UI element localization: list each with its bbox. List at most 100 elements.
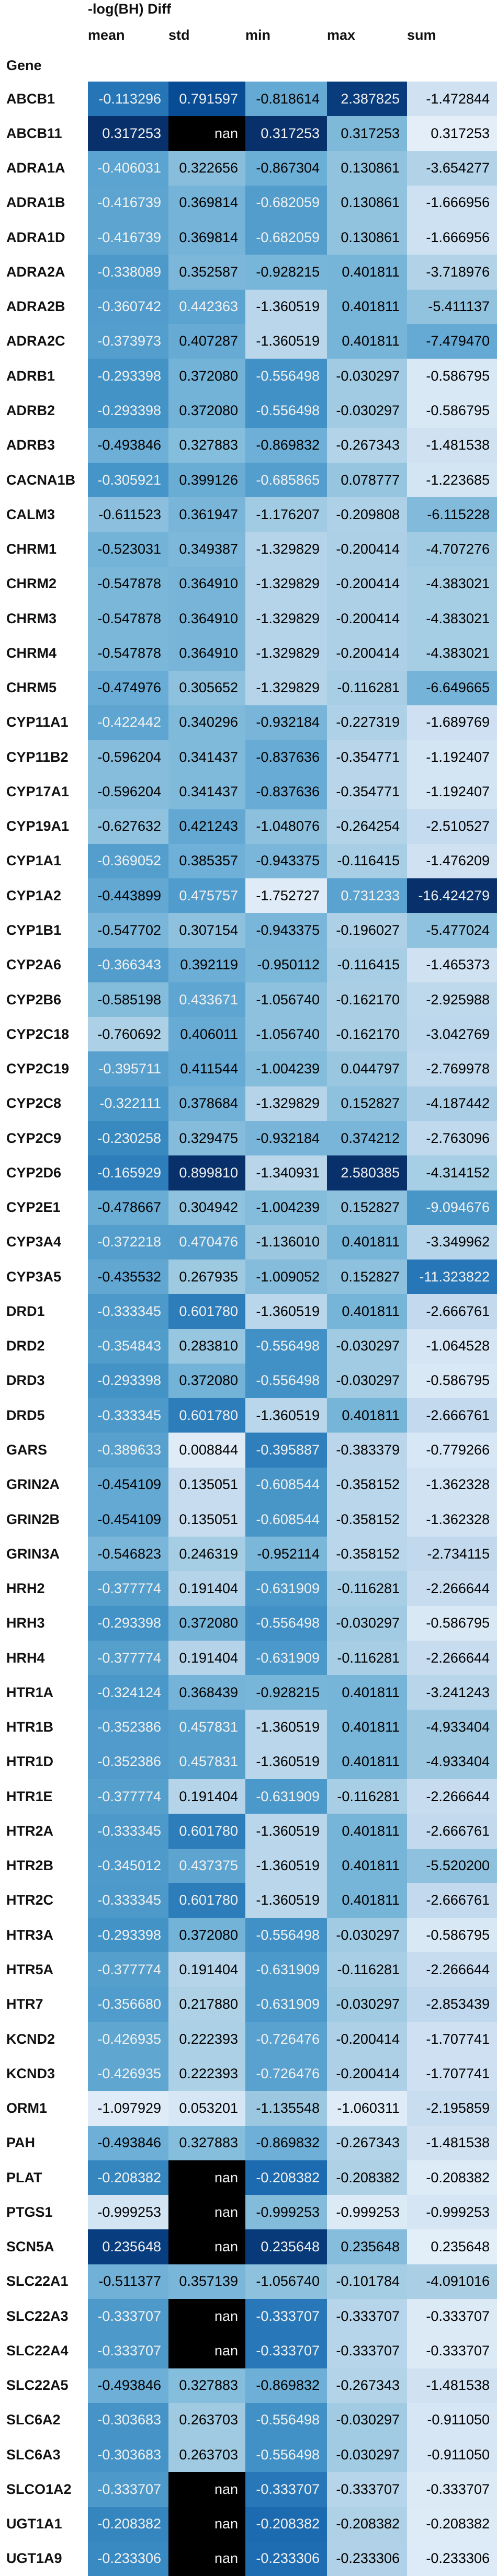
- gene-label: CYP2E1: [6, 1199, 61, 1216]
- table-row: HTR1D -0.352386 0.457831 -1.360519 0.401811-…: [0, 1744, 497, 1780]
- cell-sum: -0.233306: [407, 2541, 497, 2576]
- cell-std: 0.191404: [168, 1952, 245, 1987]
- cell-mean: -0.305921: [88, 462, 168, 498]
- cell-std: 0.791597: [168, 82, 245, 117]
- cell-sum: -1.666956: [407, 220, 497, 255]
- table-row: HTR2A -0.333345 0.601780 -1.360519 0.401811-…: [0, 1814, 497, 1849]
- gene-label: ABCB11: [6, 125, 62, 141]
- cell-sum: -0.779266: [407, 1433, 497, 1468]
- cell-max: 0.130861: [327, 151, 407, 186]
- table-row: GRIN2B -0.454109 0.135051 -0.608544 -0.35815…: [0, 1502, 497, 1537]
- cell-max: -0.116281: [327, 1640, 407, 1676]
- gene-label: CYP2D6: [6, 1164, 62, 1181]
- table-row: CYP2C8 -0.322111 0.378684 -1.329829 0.152827…: [0, 1086, 497, 1121]
- cell-sum: -2.734115: [407, 1537, 497, 1572]
- cell-sum: -0.333707: [407, 2333, 497, 2368]
- table-row: CYP19A1 -0.627632 0.421243 -1.048076 -0.2642…: [0, 809, 497, 844]
- cell-mean: -0.293398: [88, 393, 168, 428]
- cell-min: -1.752727: [245, 878, 327, 913]
- gene-label: HTR1A: [6, 1684, 54, 1700]
- cell-sum: -0.586795: [407, 1606, 497, 1641]
- gene-label: HTR1E: [6, 1788, 53, 1804]
- table-row: CACNA1B -0.305921 0.399126 -0.685865 0.07877…: [0, 462, 497, 498]
- cell-max: -0.116281: [327, 1571, 407, 1606]
- cell-sum: -3.718976: [407, 255, 497, 290]
- table-row: SLC22A5 -0.493846 0.327883 -0.869832 -0.2673…: [0, 2368, 497, 2403]
- cell-min: -1.004239: [245, 1051, 327, 1086]
- gene-label: ADRA2B: [6, 299, 65, 315]
- cell-std: 0.475757: [168, 878, 245, 913]
- cell-min: -0.869832: [245, 2125, 327, 2160]
- cell-sum: 0.317253: [407, 116, 497, 151]
- cell-max: 0.130861: [327, 220, 407, 255]
- gene-label: ADRB2: [6, 403, 55, 419]
- cell-min: -0.682059: [245, 185, 327, 221]
- cell-std: 0.378684: [168, 1086, 245, 1121]
- cell-mean: -0.369052: [88, 843, 168, 879]
- cell-mean: -0.293398: [88, 1918, 168, 1953]
- cell-std: 0.322656: [168, 151, 245, 186]
- cell-mean: -0.293398: [88, 1363, 168, 1399]
- cell-std: nan: [168, 2195, 245, 2230]
- gene-label: KCND2: [6, 2031, 55, 2047]
- table-row: UGT1A1 -0.208382 nan -0.208382 -0.208382 -0.2…: [0, 2506, 497, 2541]
- table-row: ADRA1B -0.416739 0.369814 -0.682059 0.130861…: [0, 185, 497, 221]
- cell-sum: -4.707276: [407, 532, 497, 567]
- cell-sum: -16.424279: [407, 878, 497, 913]
- table-row: UGT1A9 -0.233306 nan -0.233306 -0.233306 -0.2…: [0, 2541, 497, 2576]
- cell-std: 0.369814: [168, 220, 245, 255]
- cell-mean: -0.113296: [88, 82, 168, 117]
- cell-min: -0.208382: [245, 2506, 327, 2541]
- cell-max: -0.358152: [327, 1537, 407, 1572]
- cell-max: -0.200414: [327, 601, 407, 636]
- table-row: DRD3 -0.293398 0.372080 -0.556498 -0.030297-…: [0, 1363, 497, 1399]
- gene-label: SLC6A2: [6, 2412, 61, 2428]
- cell-mean: -0.443899: [88, 878, 168, 913]
- table-row: ADRA2C -0.373973 0.407287 -1.360519 0.401811…: [0, 324, 497, 359]
- gene-label: GRIN2A: [6, 1476, 60, 1493]
- cell-std: 0.329475: [168, 1120, 245, 1156]
- cell-mean: -0.547702: [88, 913, 168, 948]
- gene-label: SLC6A3: [6, 2446, 61, 2463]
- cell-std: 0.135051: [168, 1467, 245, 1502]
- cell-max: 0.317253: [327, 116, 407, 151]
- cell-max: -0.200414: [327, 2056, 407, 2091]
- cell-mean: -0.395711: [88, 1051, 168, 1086]
- cell-std: 0.307154: [168, 913, 245, 948]
- cell-sum: -4.383021: [407, 636, 497, 671]
- cell-max: 0.235648: [327, 2229, 407, 2264]
- cell-max: 0.401811: [327, 289, 407, 324]
- cell-std: 0.327883: [168, 2125, 245, 2160]
- cell-max: 0.152827: [327, 1260, 407, 1295]
- cell-std: 0.457831: [168, 1744, 245, 1780]
- table-row: CALM3 -0.611523 0.361947 -1.176207 -0.209808…: [0, 497, 497, 532]
- cell-std: 0.421243: [168, 809, 245, 844]
- cell-min: -0.556498: [245, 2402, 327, 2438]
- cell-max: -0.030297: [327, 2437, 407, 2472]
- cell-mean: -0.611523: [88, 497, 168, 532]
- cell-min: -1.360519: [245, 1294, 327, 1329]
- cell-sum: -9.094676: [407, 1190, 497, 1225]
- gene-label: SCN5A: [6, 2239, 54, 2255]
- cell-sum: -2.666761: [407, 1883, 497, 1918]
- gene-label: HTR3A: [6, 1927, 54, 1943]
- cell-min: -1.056740: [245, 982, 327, 1017]
- gene-label: ORM1: [6, 2100, 48, 2116]
- cell-std: 0.135051: [168, 1502, 245, 1537]
- table-row: SLC22A1 -0.511377 0.357139 -1.056740 -0.1017…: [0, 2264, 497, 2299]
- column-header-min: min: [245, 27, 271, 43]
- gene-label: HRH3: [6, 1615, 45, 1631]
- gene-label: HTR7: [6, 1996, 43, 2012]
- cell-sum: -6.115228: [407, 497, 497, 532]
- cell-std: 0.246319: [168, 1537, 245, 1572]
- table-row: PAH -0.493846 0.327883 -0.869832 -0.267343 -1…: [0, 2125, 497, 2160]
- cell-min: -0.333707: [245, 2472, 327, 2507]
- table-row: CHRM5 -0.474976 0.305652 -1.329829 -0.116281…: [0, 670, 497, 705]
- cell-mean: 0.235648: [88, 2229, 168, 2264]
- gene-label: ADRB1: [6, 368, 55, 384]
- cell-max: -0.267343: [327, 2368, 407, 2403]
- cell-min: -0.556498: [245, 2437, 327, 2472]
- cell-max: 2.387825: [327, 82, 407, 117]
- table-row: ADRB3 -0.493846 0.327883 -0.869832 -0.267343…: [0, 428, 497, 463]
- cell-sum: -0.586795: [407, 359, 497, 394]
